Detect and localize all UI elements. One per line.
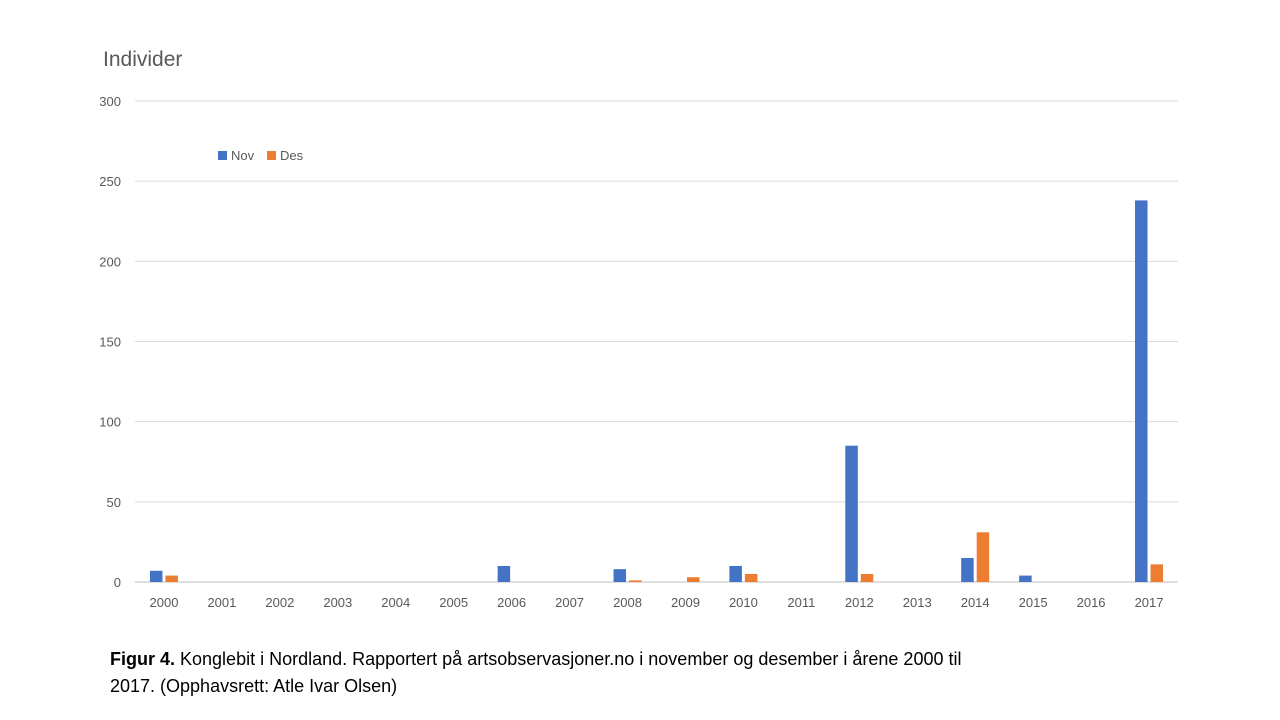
x-tick-label: 2007 xyxy=(555,595,584,610)
bar-nov-2012 xyxy=(845,445,858,582)
x-tick-label: 2014 xyxy=(961,595,990,610)
x-tick-label: 2001 xyxy=(207,595,236,610)
y-tick-label: 300 xyxy=(99,94,121,109)
legend-swatch-nov xyxy=(218,151,227,160)
y-tick-label: 100 xyxy=(99,415,121,430)
y-tick-label: 150 xyxy=(99,335,121,350)
bar-nov-2014 xyxy=(961,557,974,582)
x-tick-label: 2011 xyxy=(787,595,815,610)
bar-nov-2000 xyxy=(149,570,163,582)
x-tick-label: 2013 xyxy=(903,595,932,610)
bar-chart: 0 50 100 150 200 250 300 2000 2001 2002 2003 2004 20… xyxy=(99,94,1178,610)
x-tick-label: 2009 xyxy=(671,595,700,610)
x-tick-label: 2017 xyxy=(1135,595,1164,610)
y-axis-title: Individer xyxy=(103,48,183,71)
legend-label-nov: Nov xyxy=(231,148,255,163)
x-tick-label: 2012 xyxy=(845,595,874,610)
bar-des-2010 xyxy=(744,573,758,582)
bar-nov-2010 xyxy=(729,565,742,582)
x-tick-label: 2004 xyxy=(381,595,410,610)
bar-des-2008 xyxy=(629,580,642,582)
legend-swatch-des xyxy=(267,151,276,160)
bar-des-2009 xyxy=(686,577,700,582)
y-tick-label: 200 xyxy=(99,254,121,269)
figure-caption: Figur 4. Konglebit i Nordland. Rapporter… xyxy=(110,646,1010,700)
x-tick-label: 2002 xyxy=(265,595,294,610)
bar-nov-2015 xyxy=(1019,575,1032,582)
y-tick-label: 0 xyxy=(114,575,121,590)
x-tick-label: 2005 xyxy=(439,595,468,610)
bar-nov-2008 xyxy=(613,569,627,582)
bar-des-2012 xyxy=(860,573,874,582)
legend-label-des: Des xyxy=(280,148,304,163)
x-tick-label: 2003 xyxy=(323,595,352,610)
bar-des-2014 xyxy=(976,532,990,582)
bar-nov-2017 xyxy=(1135,200,1148,582)
x-tick-label: 2010 xyxy=(729,595,758,610)
x-tick-label: 2015 xyxy=(1019,595,1048,610)
x-tick-label: 2000 xyxy=(150,595,179,610)
bar-des-2017 xyxy=(1150,564,1164,582)
bar-nov-2006 xyxy=(497,565,511,582)
x-tick-label: 2006 xyxy=(497,595,526,610)
x-tick-label: 2016 xyxy=(1077,595,1106,610)
x-tick-label: 2008 xyxy=(613,595,642,610)
y-tick-label: 50 xyxy=(107,495,121,510)
y-tick-label: 250 xyxy=(99,174,121,189)
bar-des-2000 xyxy=(165,575,178,582)
caption-text: Konglebit i Nordland. Rapportert på arts… xyxy=(110,649,962,696)
caption-label: Figur 4. xyxy=(110,649,176,669)
